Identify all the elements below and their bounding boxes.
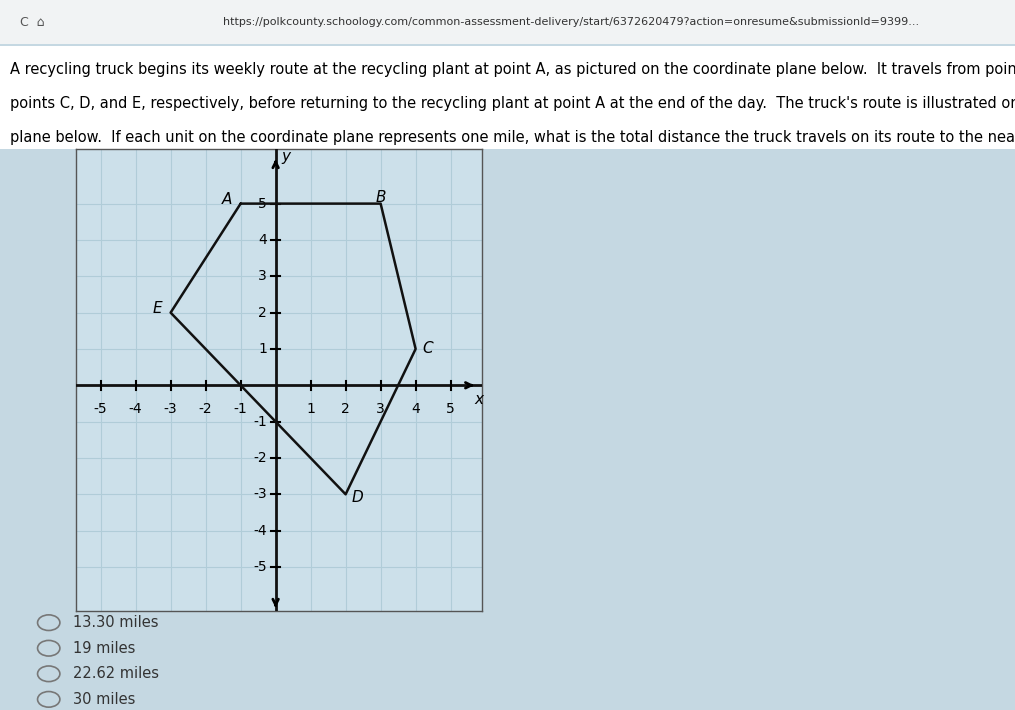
Text: 13.30 miles: 13.30 miles — [73, 615, 158, 630]
Text: -4: -4 — [129, 402, 142, 415]
Text: -1: -1 — [233, 402, 248, 415]
Text: -2: -2 — [199, 402, 212, 415]
Text: 2: 2 — [258, 305, 267, 320]
Text: plane below.  If each unit on the coordinate plane represents one mile, what is : plane below. If each unit on the coordin… — [10, 129, 1015, 145]
Text: 4: 4 — [411, 402, 420, 415]
Text: 19 miles: 19 miles — [73, 640, 135, 656]
Text: B: B — [376, 190, 386, 204]
Text: A: A — [222, 192, 232, 207]
Text: 5: 5 — [447, 402, 455, 415]
Text: D: D — [352, 491, 363, 506]
Text: 5: 5 — [258, 197, 267, 211]
Text: -4: -4 — [254, 524, 267, 537]
Text: y: y — [281, 149, 290, 164]
Text: 1: 1 — [258, 342, 267, 356]
Text: 22.62 miles: 22.62 miles — [73, 666, 159, 682]
Text: 3: 3 — [258, 269, 267, 283]
Text: E: E — [152, 302, 162, 317]
Text: -3: -3 — [163, 402, 178, 415]
Text: 30 miles: 30 miles — [73, 692, 135, 707]
Text: -2: -2 — [254, 451, 267, 465]
Text: 3: 3 — [377, 402, 385, 415]
Text: 1: 1 — [307, 402, 315, 415]
Text: -5: -5 — [93, 402, 108, 415]
Text: x: x — [474, 393, 483, 408]
Text: 2: 2 — [341, 402, 350, 415]
Text: points C, D, and E, respectively, before returning to the recycling plant at poi: points C, D, and E, respectively, before… — [10, 96, 1015, 111]
Text: C  ⌂: C ⌂ — [20, 16, 45, 28]
Text: https://polkcounty.schoology.com/common-assessment-delivery/start/6372620479?act: https://polkcounty.schoology.com/common-… — [223, 17, 920, 27]
Text: -5: -5 — [254, 560, 267, 574]
Text: 4: 4 — [258, 233, 267, 247]
Text: -3: -3 — [254, 487, 267, 501]
Text: -1: -1 — [253, 415, 267, 429]
Text: A recycling truck begins its weekly route at the recycling plant at point A, as : A recycling truck begins its weekly rout… — [10, 62, 1015, 77]
Text: C: C — [422, 342, 433, 356]
